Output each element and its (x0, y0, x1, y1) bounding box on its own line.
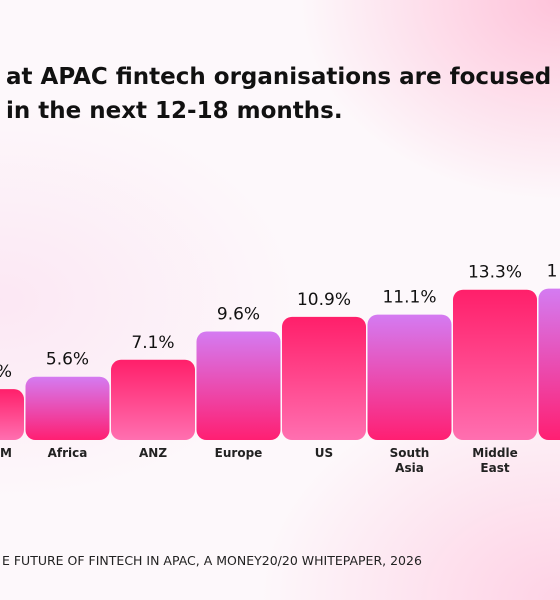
value-label: 7.1% (131, 333, 174, 353)
bar (111, 359, 195, 440)
x-tick-label: M (0, 446, 12, 460)
bar (196, 331, 281, 440)
title-line: at APAC fintech organisations are focuse… (6, 64, 560, 90)
value-label: 13.3% (468, 263, 522, 283)
bar (453, 289, 537, 440)
x-tick-label: South Asia (389, 446, 430, 475)
bar (282, 316, 366, 440)
bar (25, 376, 110, 440)
x-tick-label: Middle East (472, 446, 518, 475)
title-line: in the next 12-18 months. (6, 98, 343, 124)
value-label: 11.1% (382, 288, 436, 308)
value-label: 10.9% (297, 290, 351, 310)
value-label: 1 (547, 262, 558, 282)
x-tick-label: Africa (47, 446, 88, 460)
bar (538, 288, 560, 440)
x-tick-label: US (314, 446, 334, 460)
bar (367, 314, 452, 440)
x-tick-label: ANZ (138, 446, 168, 460)
x-tick-label: Europe (214, 446, 263, 460)
value-label: 9.6% (217, 305, 260, 325)
value-label: 5.6% (46, 350, 89, 370)
bar (0, 389, 24, 440)
value-label: % (0, 362, 12, 382)
source: E FUTURE OF FINTECH IN APAC, A MONEY20/2… (2, 553, 422, 568)
